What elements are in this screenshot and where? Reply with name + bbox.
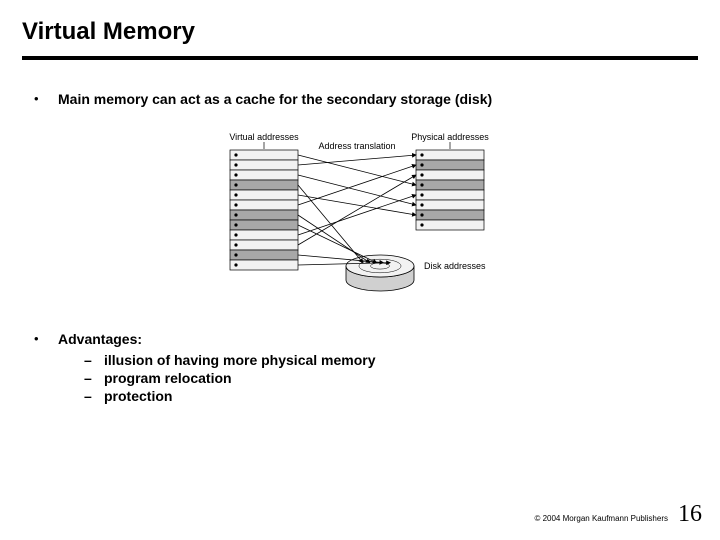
sub-2-text: program relocation [104,370,232,386]
bullet-2: • Advantages: [30,330,690,348]
sub-1: – illusion of having more physical memor… [84,352,690,368]
diagram-container: Virtual addresses Physical addresses Addre… [30,122,690,302]
sub-marker: – [84,388,104,404]
sub-marker: – [84,370,104,386]
bullet-1-text: Main memory can act as a cache for the s… [58,90,492,108]
bullet-1: • Main memory can act as a cache for the… [30,90,690,108]
svg-text:Physical addresses: Physical addresses [411,132,489,142]
content-area: • Main memory can act as a cache for the… [0,60,720,404]
sub-3: – protection [84,388,690,404]
sub-2: – program relocation [84,370,690,386]
vm-diagram: Virtual addresses Physical addresses Addre… [180,122,540,302]
svg-text:Disk addresses: Disk addresses [424,261,486,271]
bullet-marker: • [30,330,58,348]
bullet-2-text: Advantages: [58,330,142,348]
slide-title: Virtual Memory [0,0,720,56]
bullet-marker: • [30,90,58,108]
sub-marker: – [84,352,104,368]
footer: © 2004 Morgan Kaufmann Publishers 16 [534,501,702,528]
sub-3-text: protection [104,388,172,404]
page-number: 16 [678,501,702,528]
advantages-list: – illusion of having more physical memor… [30,352,690,404]
copyright-text: © 2004 Morgan Kaufmann Publishers [534,514,668,523]
sub-1-text: illusion of having more physical memory [104,352,376,368]
svg-text:Address translation: Address translation [318,141,395,151]
svg-text:Virtual addresses: Virtual addresses [229,132,299,142]
